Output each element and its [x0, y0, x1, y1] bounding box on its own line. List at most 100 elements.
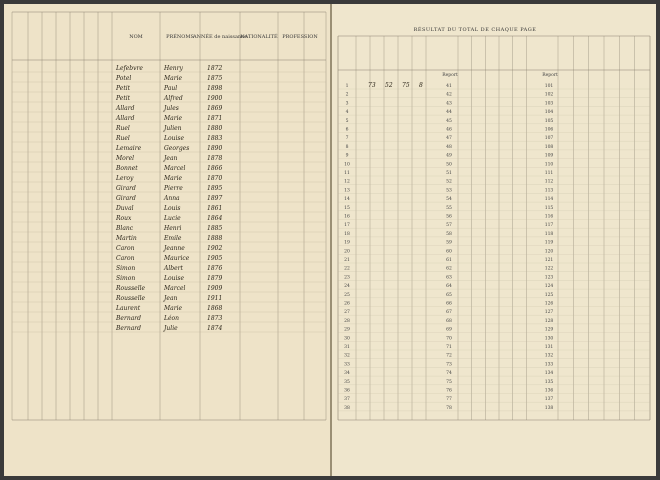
row-number: 76 [446, 388, 452, 394]
row-number: 68 [446, 318, 452, 324]
entry: Georges [164, 145, 189, 152]
row-number: 74 [446, 370, 452, 376]
row-number: 77 [446, 396, 452, 402]
row-number: 42 [446, 92, 452, 98]
right-table: RÉSULTAT DU TOTAL DE CHAQUE PAGE12345678… [337, 25, 651, 421]
row-number: 3 [346, 100, 349, 106]
row-number: 44 [446, 109, 452, 115]
row-number: 24 [344, 283, 350, 289]
row-number: 7 [346, 135, 349, 141]
row-number: 62 [446, 266, 452, 272]
entry: Roux [115, 215, 132, 222]
entry: Jean [162, 295, 178, 302]
row-number: 29 [344, 327, 350, 333]
row-number: 19 [344, 240, 350, 246]
row-number: 53 [446, 187, 452, 193]
row-number: 128 [545, 318, 554, 324]
entry: Morel [115, 155, 134, 162]
entry: 1909 [207, 285, 222, 292]
row-number: 121 [545, 257, 554, 263]
right-page [332, 4, 656, 476]
row-number: 46 [446, 127, 452, 133]
entry: 1873 [207, 315, 222, 322]
row-number: 127 [545, 309, 554, 315]
column-header: NOM [129, 34, 143, 40]
entry: 1864 [207, 215, 222, 222]
row-number: 1 [346, 83, 349, 89]
entry: Rousselle [115, 285, 146, 292]
row-number: 52 [446, 179, 452, 185]
entry: Jules [162, 105, 179, 112]
entry: Henri [163, 225, 182, 232]
row-number: 34 [344, 370, 350, 376]
row-number: 111 [545, 170, 554, 176]
row-number: 78 [446, 405, 452, 411]
row-number: 110 [545, 161, 554, 167]
row-number: 15 [344, 205, 350, 211]
row-number: 49 [446, 153, 452, 159]
row-number: 33 [344, 361, 350, 367]
entry: 1890 [207, 145, 222, 152]
entry: Rousselle [115, 295, 146, 302]
row-number: 20 [344, 248, 350, 254]
row-number: 21 [344, 257, 350, 263]
entry: 1866 [207, 165, 222, 172]
entry: 1879 [207, 275, 222, 282]
row-number: 14 [344, 196, 350, 202]
row-number: 107 [545, 135, 554, 141]
row-number: 75 [446, 379, 452, 385]
row-number: 135 [545, 379, 554, 385]
column-header: ANNÉE de naissance [192, 32, 247, 40]
row-number: 103 [545, 100, 554, 106]
entry: 8 [419, 82, 423, 89]
row-number: 58 [446, 231, 452, 237]
row-number: 114 [545, 196, 554, 202]
entry: 1874 [207, 325, 222, 332]
row-number: 120 [545, 248, 554, 254]
entry: Julien [162, 125, 182, 132]
entry: Marcel [163, 285, 186, 292]
entry: Anna [163, 195, 180, 202]
report-label: Report [442, 72, 458, 78]
left-page [4, 4, 330, 476]
row-number: 51 [446, 170, 452, 176]
entry: 75 [402, 82, 410, 89]
entry: Caron [116, 255, 135, 262]
row-number: 38 [344, 405, 350, 411]
row-number: 48 [446, 144, 452, 150]
entry: Marie [163, 175, 183, 182]
row-number: 54 [446, 196, 452, 202]
row-number: 50 [446, 161, 452, 167]
row-number: 55 [446, 205, 452, 211]
row-number: 61 [446, 257, 452, 263]
entry: 1875 [207, 75, 222, 82]
row-number: 8 [346, 144, 349, 150]
row-number: 123 [545, 274, 554, 280]
entry: 1888 [207, 235, 222, 242]
row-number: 18 [344, 231, 350, 237]
row-number: 22 [344, 266, 350, 272]
entry: Girard [116, 195, 136, 202]
row-number: 11 [344, 170, 350, 176]
row-number: 130 [545, 335, 554, 341]
entry: Emile [163, 235, 182, 242]
entry: 1885 [207, 225, 222, 232]
entry: 1895 [207, 185, 222, 192]
entry: Paul [163, 85, 177, 92]
entry: Albert [163, 265, 184, 272]
row-number: 4 [346, 109, 349, 115]
row-number: 43 [446, 100, 452, 106]
entry: Maurice [163, 255, 190, 262]
row-number: 126 [545, 301, 554, 307]
entry: Bonnet [115, 165, 138, 172]
entry: 1870 [207, 175, 222, 182]
entry: Lemaire [115, 145, 142, 152]
row-number: 6 [346, 127, 349, 133]
row-number: 133 [545, 361, 554, 367]
entry: 1861 [207, 205, 222, 212]
entry: Jean [162, 155, 178, 162]
entry: 73 [368, 82, 376, 89]
row-number: 115 [545, 205, 554, 211]
